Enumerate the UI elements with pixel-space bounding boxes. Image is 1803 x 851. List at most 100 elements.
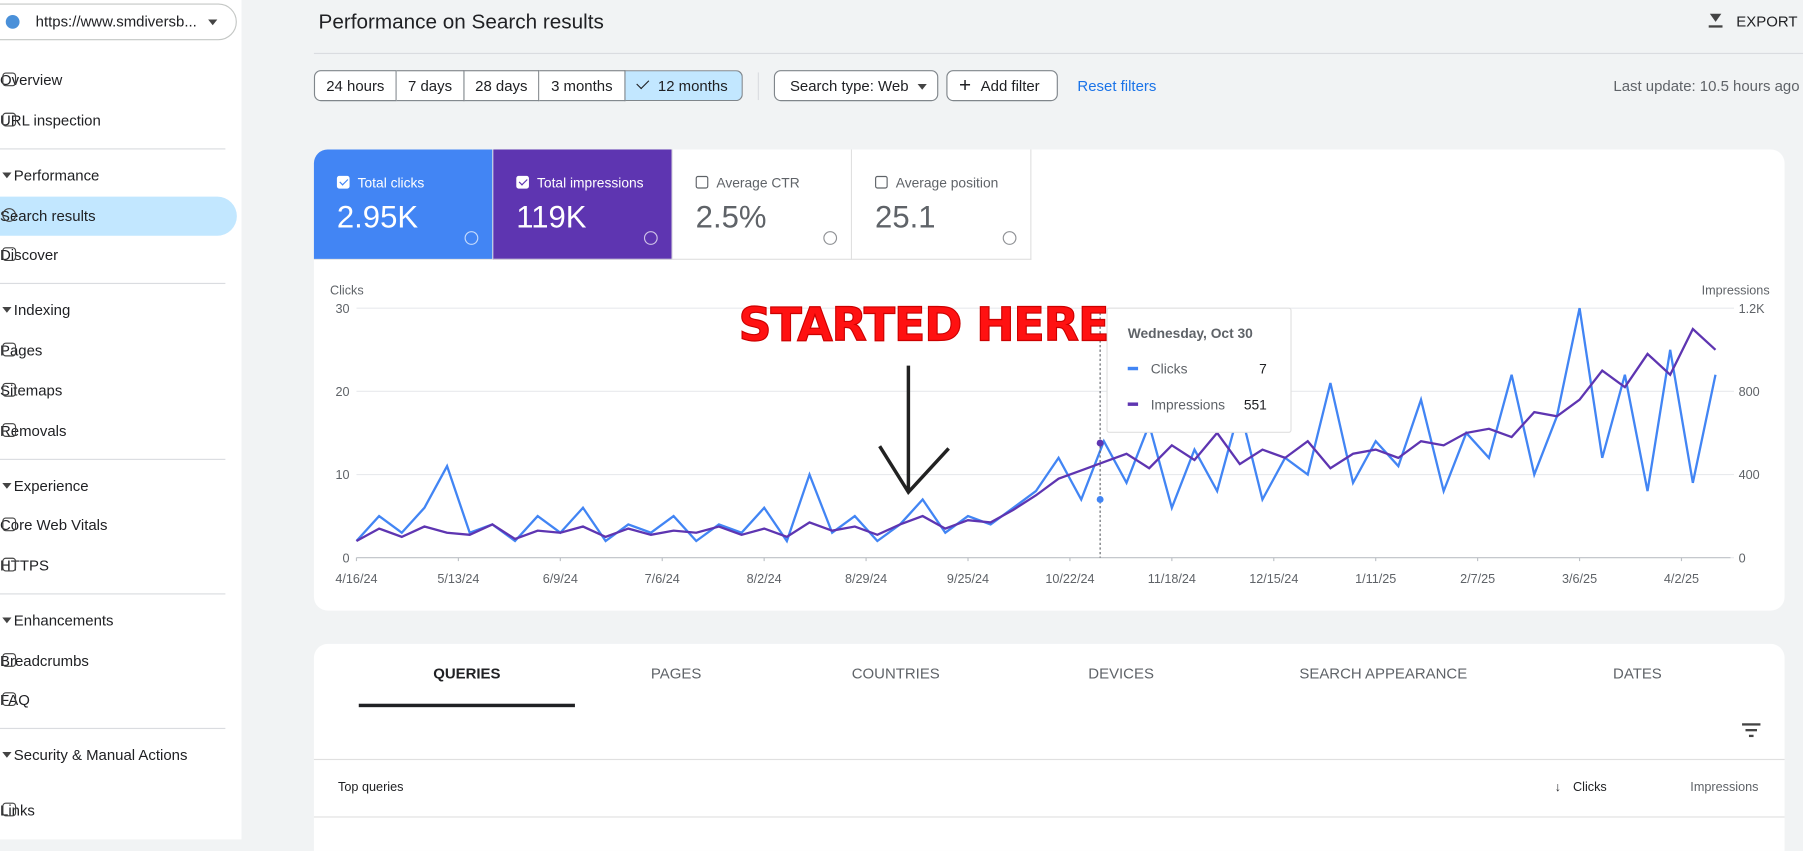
dropdown-arrow	[208, 19, 218, 26]
nav-icon	[2, 247, 17, 262]
nav-icon	[2, 423, 17, 437]
y-tick-label: 30	[336, 302, 350, 316]
header-divider	[313, 52, 1803, 55]
divider	[0, 727, 226, 730]
metric-card[interactable]: Total impressions 119K	[493, 149, 673, 260]
x-tick-label: 10/22/24	[1045, 572, 1094, 586]
x-tick-label: 11/18/24	[1148, 572, 1196, 586]
x-tick-label: 3/6/25	[1562, 572, 1597, 586]
metric-card[interactable]: Average CTR 2.5%	[672, 149, 853, 260]
divider	[313, 816, 1785, 818]
column-header[interactable]: Clicks	[1573, 780, 1607, 795]
metric-card[interactable]: Total clicks 2.95K	[313, 149, 494, 260]
x-tick-label: 6/9/24	[543, 572, 578, 586]
nav-label: Discover	[0, 246, 59, 264]
annotation-arrow	[878, 365, 950, 495]
nav-icon	[2, 517, 17, 532]
nav-label: FAQ	[0, 691, 30, 709]
tab[interactable]: DEVICES	[1088, 664, 1154, 682]
date-range-button[interactable]: 7 days	[396, 70, 465, 102]
hover-point	[1096, 439, 1104, 447]
tooltip-swatch	[1127, 366, 1139, 371]
nav-item[interactable]: Search results	[0, 196, 237, 236]
column-header: Top queries	[338, 780, 404, 795]
tab[interactable]: PAGES	[650, 664, 702, 682]
annotation: STARTED HERE	[738, 297, 1108, 351]
nav-item[interactable]: FAQ	[0, 681, 237, 720]
last-update: Last update: 10.5 hours ago	[1613, 77, 1800, 95]
nav-item[interactable]: HTTPS	[0, 546, 237, 585]
search-type-button[interactable]: Search type: Web	[773, 70, 939, 102]
tab[interactable]: DATES	[1613, 664, 1662, 682]
divider	[0, 282, 226, 285]
nav-icon	[2, 692, 17, 707]
date-range-label: 3 months	[551, 77, 613, 95]
date-range-button[interactable]: 28 days	[464, 70, 540, 102]
tab[interactable]: SEARCH APPEARANCE	[1299, 664, 1468, 682]
date-range-label: 24 hours	[326, 77, 385, 95]
y-tick-label: 20	[336, 385, 350, 399]
date-range-button[interactable]: 12 months	[625, 70, 743, 102]
series-line	[355, 307, 1717, 544]
metric-label: Average position	[895, 174, 999, 191]
add-filter-label: Add filter	[980, 77, 1040, 95]
x-tick-label: 4/16/24	[335, 572, 377, 586]
date-range-label: 28 days	[475, 77, 528, 95]
nav-item[interactable]: URL inspection	[0, 101, 237, 140]
tooltip-value: 7	[1259, 362, 1267, 377]
export-button[interactable]: EXPORT	[1736, 12, 1798, 30]
nav-section[interactable]: Experience	[2, 477, 89, 495]
tooltip: Wednesday, Oct 30 Clicks 7 Impressions 551	[1106, 307, 1292, 433]
nav-label: Sitemaps	[0, 381, 63, 400]
nav-section[interactable]: Security & Manual Actions	[2, 746, 188, 764]
y2-tick-label: 400	[1739, 468, 1760, 482]
nav-item[interactable]: Removals	[0, 412, 237, 451]
nav-section[interactable]: Performance	[2, 166, 100, 184]
date-range-button[interactable]: 24 hours	[313, 70, 397, 102]
nav-item[interactable]: Breadcrumbs	[0, 642, 237, 681]
y2-tick-label: 0	[1739, 551, 1746, 565]
add-filter-button[interactable]: + Add filter	[946, 70, 1058, 102]
nav-label: Search results	[0, 206, 96, 225]
x-tick-label: 9/25/24	[947, 572, 989, 586]
nav-label: Overview	[0, 71, 63, 89]
x-tick-label: 2/7/25	[1460, 572, 1495, 586]
nav-item[interactable]: Sitemaps	[0, 371, 237, 410]
metric-card[interactable]: Average position 25.1	[852, 149, 1032, 260]
x-tick-label: 1/11/25	[1355, 572, 1396, 586]
reset-filters-link[interactable]: Reset filters	[1077, 77, 1157, 95]
nav-label: URL inspection	[0, 111, 101, 129]
nav-item[interactable]: Overview	[0, 61, 237, 100]
metric-checkbox	[875, 175, 888, 189]
check-icon	[518, 176, 528, 186]
tab[interactable]: COUNTRIES	[851, 664, 940, 682]
nav-section[interactable]: Indexing	[2, 301, 71, 319]
nav-icon	[2, 382, 17, 397]
nav-section[interactable]: Enhancements	[2, 611, 114, 629]
divider	[313, 758, 1785, 761]
date-range-button[interactable]: 3 months	[539, 70, 626, 102]
filter-rows-icon[interactable]	[1742, 723, 1761, 738]
y2-tick-label: 800	[1739, 385, 1760, 399]
search-type-label: Search type: Web	[789, 77, 909, 95]
help-icon	[1002, 231, 1017, 245]
sidebar: https://www.smdiversb... Overview URL ins…	[0, 0, 242, 840]
nav-label: Pages	[0, 341, 43, 359]
performance-chart: Clicks Impressions 0 10 20 30 0 400 800 1.2K 4/16/…	[330, 283, 1770, 586]
check-icon	[338, 176, 348, 186]
nav-item[interactable]: Discover	[0, 236, 237, 275]
property-selector[interactable]: https://www.smdiversb...	[0, 3, 237, 41]
tooltip-series: Clicks	[1151, 362, 1188, 377]
nav-icon	[2, 72, 17, 87]
nav-item[interactable]: Pages	[0, 331, 237, 370]
nav-item[interactable]: Core Web Vitals	[0, 506, 237, 545]
column-header[interactable]: Impressions	[1690, 780, 1759, 795]
tab[interactable]: QUERIES	[433, 664, 501, 682]
metric-value: 2.5%	[695, 200, 767, 235]
help-icon	[643, 231, 658, 245]
nav-item[interactable]: Links	[0, 791, 237, 830]
export-icon	[1708, 11, 1723, 28]
tab-indicator	[358, 703, 575, 708]
y2-tick-label: 1.2K	[1739, 302, 1766, 316]
